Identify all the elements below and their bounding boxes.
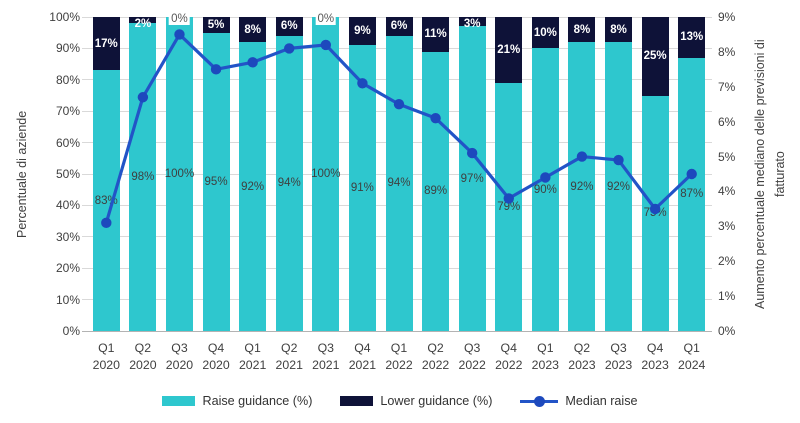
- x-axis-tick: Q2 2021: [275, 341, 303, 372]
- lower-guidance-label: 21%: [497, 43, 521, 56]
- lower-guidance-label: 9%: [354, 25, 371, 38]
- legend-item-median-raise: Median raise: [520, 394, 638, 408]
- y-axis-tick-left: 30%: [55, 229, 80, 244]
- right-axis-title: Aumento percentuale mediano delle previs…: [753, 39, 787, 309]
- x-axis-tick: Q1 2022: [385, 341, 413, 372]
- y-axis-tick-right: 3%: [718, 219, 736, 234]
- x-axis-tick: Q2 2020: [129, 341, 157, 372]
- lower-guidance-label: 8%: [573, 23, 591, 36]
- y-axis-tick-right: 6%: [718, 114, 736, 129]
- lower-guidance-bar: [275, 17, 303, 36]
- raise-guidance-label: 75%: [643, 207, 667, 220]
- lower-guidance-label: 2%: [134, 18, 152, 30]
- raise-guidance-label: 90%: [533, 183, 557, 196]
- raise-guidance-label: 94%: [387, 177, 411, 190]
- y-axis-tick-right: 2%: [718, 254, 736, 269]
- raise-guidance-label: 95%: [204, 175, 228, 188]
- lower-guidance-zero-label: 0%: [169, 13, 190, 25]
- x-axis-tick: Q3 2022: [458, 341, 486, 372]
- raise-guidance-label: 87%: [680, 188, 704, 201]
- legend-label-lower: Lower guidance (%): [380, 394, 493, 408]
- lower-guidance-label: 17%: [94, 37, 118, 50]
- raise-guidance-label: 98%: [131, 171, 155, 184]
- raise-guidance-label: 100%: [164, 168, 195, 180]
- x-axis-tick: Q2 2022: [421, 341, 450, 372]
- raise-guidance-swatch: [162, 396, 196, 406]
- y-axis-tick-right: 9%: [718, 10, 736, 24]
- y-axis-tick-left: 70%: [55, 104, 80, 119]
- raise-guidance-label: 97%: [460, 172, 484, 185]
- y-axis-tick-left: 90%: [55, 41, 80, 56]
- lower-guidance-label: 11%: [424, 28, 447, 41]
- raise-guidance-label: 91%: [350, 182, 374, 195]
- lower-guidance-label: 13%: [680, 31, 704, 44]
- median-raise-line-icon: [520, 395, 559, 407]
- raise-guidance-label: 94%: [277, 177, 301, 190]
- y-axis-tick-right: 0%: [718, 324, 736, 338]
- y-axis-tick-left: 60%: [55, 135, 80, 150]
- lower-guidance-label: 5%: [207, 18, 225, 31]
- x-axis-tick: Q3 2020: [165, 341, 194, 372]
- lower-guidance-label: 6%: [280, 20, 298, 33]
- raise-guidance-label: 92%: [570, 180, 594, 193]
- y-axis-tick-right: 5%: [718, 149, 736, 164]
- lower-guidance-label: 25%: [643, 50, 667, 63]
- lower-guidance-swatch: [340, 396, 374, 406]
- legend: Raise guidance (%) Lower guidance (%) Me…: [0, 390, 800, 412]
- x-axis-tick: Q3 2023: [604, 341, 633, 372]
- lower-guidance-bar: [129, 17, 157, 24]
- lower-guidance-label: 10%: [533, 26, 557, 39]
- raise-guidance-label: 92%: [241, 180, 265, 193]
- y-axis-tick-right: 4%: [718, 184, 736, 199]
- y-axis-tick-left: 10%: [55, 292, 80, 307]
- lower-guidance-bar: [458, 17, 486, 27]
- y-axis-tick-left: 20%: [55, 261, 80, 276]
- x-axis-line: [82, 331, 712, 332]
- x-axis-tick: Q4 2023: [641, 341, 669, 372]
- raise-guidance-label: 89%: [424, 185, 448, 198]
- y-axis-tick-right: 7%: [718, 79, 736, 94]
- x-axis-tick: Q1 2023: [531, 341, 560, 372]
- x-axis-tick: Q1 2021: [238, 341, 267, 372]
- raise-guidance-label: 83%: [94, 194, 118, 207]
- x-axis-tick: Q1 2020: [92, 341, 120, 372]
- legend-label-median: Median raise: [565, 394, 638, 408]
- y-axis-tick-left: 80%: [55, 72, 80, 87]
- lower-guidance-bar: [202, 17, 230, 33]
- legend-item-lower-guidance: Lower guidance (%): [340, 394, 492, 408]
- lower-guidance-label: 8%: [610, 23, 627, 36]
- x-axis-tick: Q4 2021: [348, 341, 377, 372]
- y-axis-tick-right: 1%: [718, 289, 736, 304]
- lower-guidance-bar: [385, 17, 413, 36]
- legend-item-raise-guidance: Raise guidance (%): [162, 394, 312, 408]
- x-axis-tick: Q4 2020: [202, 341, 230, 372]
- lower-guidance-label: 8%: [244, 23, 261, 36]
- y-axis-tick-right: 8%: [718, 44, 736, 59]
- x-axis-tick: Q2 2023: [568, 341, 596, 372]
- lower-guidance-label: 3%: [463, 18, 481, 30]
- x-axis-tick: Q4 2022: [495, 341, 523, 372]
- y-axis-tick-left: 0%: [62, 324, 80, 338]
- y-axis-tick-left: 40%: [55, 198, 80, 213]
- legend-label-raise: Raise guidance (%): [202, 394, 313, 408]
- y-axis-tick-left: 100%: [49, 10, 80, 24]
- raise-guidance-label: 92%: [607, 180, 631, 193]
- x-axis-tick: Q3 2021: [312, 341, 340, 372]
- x-axis-tick: Q1 2024: [678, 341, 706, 372]
- raise-guidance-label: 100%: [311, 168, 341, 180]
- y-axis-tick-left: 50%: [55, 167, 80, 181]
- lower-guidance-label: 6%: [390, 20, 408, 33]
- lower-guidance-zero-label: 0%: [315, 13, 337, 25]
- raise-guidance-label: 79%: [497, 200, 521, 213]
